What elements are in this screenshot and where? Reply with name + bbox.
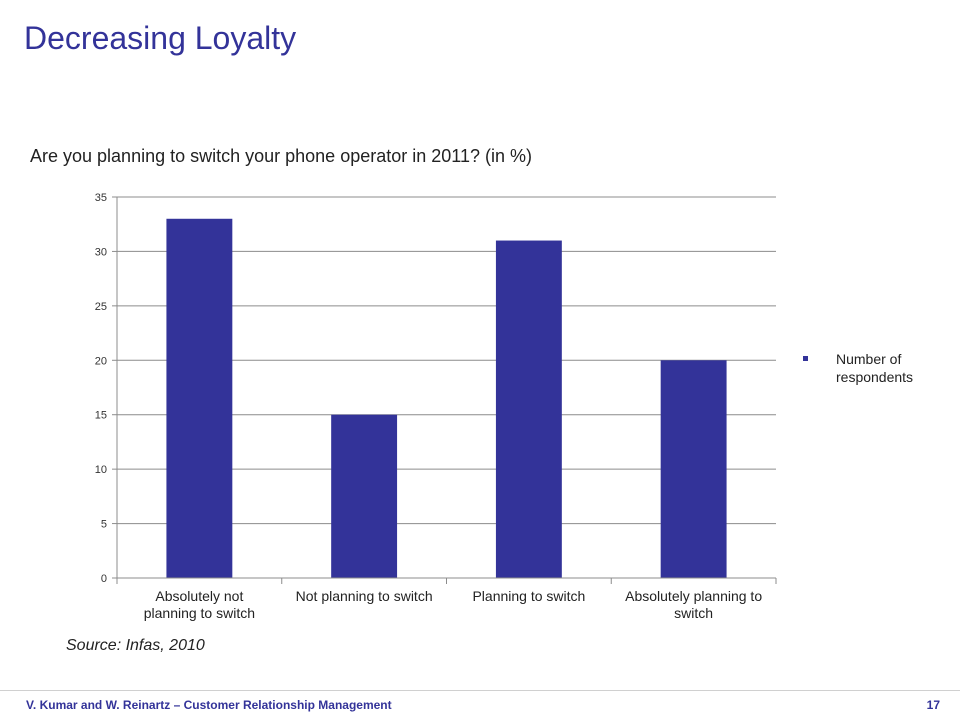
x-category-label: Planning to switch	[472, 588, 585, 604]
x-category-label-line: Not planning to switch	[296, 588, 433, 604]
slide-title: Decreasing Loyalty	[24, 20, 297, 56]
chart-title: Are you planning to switch your phone op…	[30, 146, 532, 166]
source-note: Source: Infas, 2010	[66, 637, 205, 654]
x-category-label: Absolutely planning to switch	[625, 588, 762, 621]
x-category-label-line: Absolutely not	[155, 588, 243, 604]
x-category-label-line: Planning to switch	[472, 588, 585, 604]
x-category-label: Not planning to switch	[296, 588, 433, 604]
y-tick-label: 20	[95, 355, 107, 367]
y-tick-label: 35	[95, 192, 107, 204]
x-category-label-line: switch	[674, 605, 713, 621]
footer-divider	[0, 690, 960, 691]
y-tick-label: 15	[95, 410, 107, 422]
bar-chart: 0 5 10 15 20 25 30 35 Absolutely not planning to …	[95, 192, 777, 621]
bar	[331, 414, 398, 578]
x-category-label-line: planning to switch	[144, 605, 255, 621]
x-category-label: Absolutely not planning to switch	[144, 588, 255, 621]
y-tick-label: 10	[95, 464, 107, 476]
footer-citation: V. Kumar and W. Reinartz – Customer Rela…	[26, 698, 392, 712]
chart-legend: Number of respondents	[800, 350, 950, 386]
y-tick-label: 25	[95, 301, 107, 313]
page-number: 17	[926, 698, 940, 712]
y-tick-label: 5	[101, 519, 107, 531]
y-tick-label: 0	[101, 573, 107, 585]
legend-label: Number of respondents	[836, 351, 914, 385]
y-tick-label: 30	[95, 246, 107, 258]
bar	[660, 360, 727, 578]
bar	[495, 240, 562, 579]
bar	[166, 218, 233, 578]
legend-marker	[803, 356, 808, 361]
x-category-label-line: Absolutely planning to	[625, 588, 762, 604]
